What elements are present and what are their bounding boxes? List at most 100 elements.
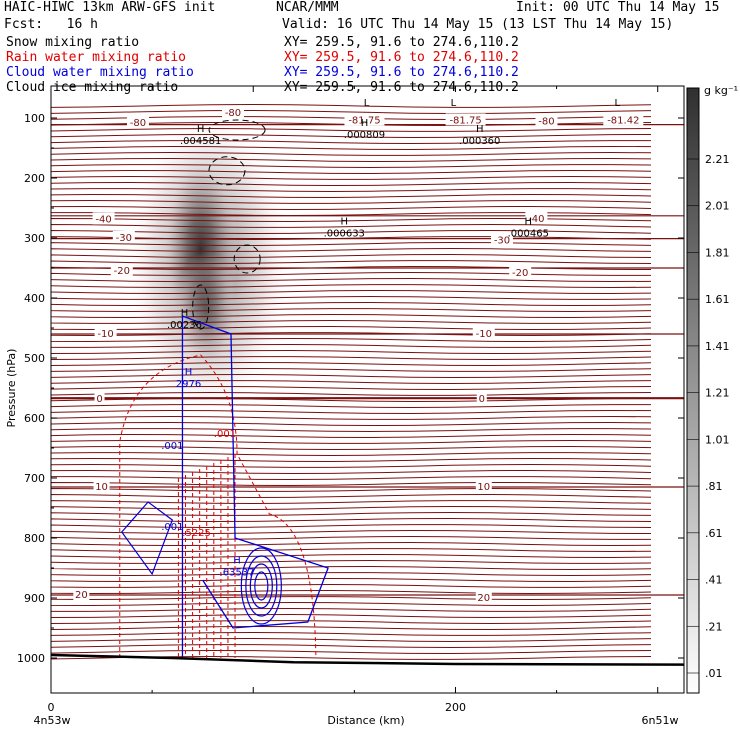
- temperature-contour-line: [51, 421, 652, 427]
- temperature-contour-line: [51, 325, 652, 331]
- cloud-ice-contour: [233, 244, 261, 274]
- field-xy-snow: XY= 259.5, 91.6 to 274.6,110.2: [284, 35, 519, 50]
- extremum-value: .000465: [508, 228, 549, 239]
- contour-label-bg: [490, 233, 513, 246]
- contour-label: -80: [130, 118, 146, 129]
- contour-label-bg: [603, 113, 644, 126]
- temperature-contour-line: [51, 493, 652, 499]
- contour-label-bg: [472, 327, 495, 339]
- colorbar-label: 1.41: [705, 340, 730, 353]
- temperature-contour-line: [51, 140, 651, 145]
- cloud-water-contour: [181, 315, 329, 658]
- title-left: HAIC-HIWC 13km ARW-GFS init: [4, 0, 216, 15]
- temperature-contour-line: [51, 397, 652, 403]
- hydrometeor-contours: [119, 119, 329, 659]
- x-endpoint-right: 6n51w: [642, 714, 679, 727]
- temperature-contour-line: [51, 349, 652, 355]
- temperature-contour-line: [51, 367, 652, 372]
- temperature-contour-line: [51, 457, 652, 463]
- extremum-mark: H: [181, 308, 189, 319]
- cloud-water-core: [245, 555, 278, 617]
- x-endpoint-left: 4n53w: [34, 714, 71, 727]
- colorbar-label: .81: [705, 480, 723, 493]
- contour-label: -81.75: [449, 115, 481, 126]
- valid-time: Valid: 16 UTC Thu 14 May 15 (13 LST Thu …: [282, 17, 674, 32]
- temperature-contour-line: [51, 500, 652, 505]
- extremum-mark: H: [525, 216, 533, 227]
- colorbar-label: .61: [705, 527, 723, 540]
- colorbar-label: 2.01: [705, 200, 730, 213]
- temperature-contour-line: [51, 205, 652, 211]
- temperature-contour-line: [51, 337, 652, 343]
- temperature-contour-line: [51, 469, 652, 475]
- temperature-contour-line: [51, 433, 652, 439]
- contour-label: -20: [114, 266, 130, 277]
- temperature-contour-line: [51, 589, 652, 595]
- contour-label: -81.75: [348, 115, 380, 126]
- cloud-ice-contour: [208, 156, 246, 186]
- temperature-contour-line: [51, 409, 652, 415]
- colorbar-label: 1.21: [705, 387, 730, 400]
- contour-label: -40: [528, 214, 544, 225]
- contour-label-bg: [344, 113, 385, 126]
- temperature-contour-line: [51, 313, 652, 319]
- temperature-contour-line: [51, 553, 652, 559]
- contour-label-bg: [110, 264, 133, 276]
- temperature-contour-line: [51, 428, 652, 433]
- temperature-contour-line: [51, 601, 652, 607]
- temperature-contour-line: [51, 188, 652, 193]
- extremum-mark: L: [451, 98, 457, 109]
- cloud-ice-contour: [208, 119, 266, 141]
- colorbar-label: 1.01: [705, 433, 730, 446]
- contour-label-bg: [112, 231, 135, 243]
- contour-label-bg: [475, 591, 492, 603]
- temperature-contour-line: [51, 487, 652, 492]
- contour-label: 20: [477, 593, 490, 604]
- y-tick-label: 800: [24, 532, 45, 545]
- temperature-contour-line: [51, 649, 652, 655]
- y-tick-label: 300: [24, 232, 45, 245]
- contour-label-bg: [445, 113, 486, 126]
- temperature-contour-line: [51, 289, 652, 295]
- extremum-mark: L: [364, 98, 370, 109]
- x-axis-label: Distance (km): [327, 714, 404, 727]
- contour-label: -80: [225, 108, 241, 119]
- temperature-contour-line: [51, 319, 652, 324]
- field-xy-cloud-water: XY= 259.5, 91.6 to 274.6,110.2: [284, 65, 519, 80]
- temperature-contour-line: [51, 301, 652, 307]
- colorbar-label: 1.81: [705, 246, 730, 259]
- extremum-mark: H: [476, 124, 484, 135]
- temperature-contour-line: [51, 247, 652, 252]
- y-tick-label: 100: [24, 112, 45, 125]
- temperature-contour-line: [51, 565, 652, 571]
- temperature-contour-line: [51, 463, 652, 468]
- temperature-contour-line: [51, 577, 652, 583]
- temperature-contour-line: [51, 583, 652, 588]
- x-axis: 0 200: [48, 86, 659, 714]
- contour-label: -30: [116, 233, 132, 244]
- field-name-snow: Snow mixing ratio: [6, 35, 140, 50]
- contour-label-bg: [476, 391, 487, 404]
- y-tick-label: 1000: [17, 652, 45, 665]
- temperature-contour-line: [51, 541, 652, 547]
- temperature-contour-line: [51, 199, 652, 204]
- temperature-contour-line: [51, 415, 652, 420]
- contour-label: -40: [95, 214, 111, 225]
- temperature-contour-line: [51, 332, 652, 337]
- temperature-contour-line: [51, 193, 652, 199]
- contour-label: -10: [97, 329, 113, 340]
- x-tick-label: 200: [445, 701, 466, 714]
- temperature-contour-line: [51, 157, 652, 163]
- contour-label: 0: [479, 394, 485, 405]
- contour-label-bg: [475, 480, 492, 492]
- temperature-contour-line: [51, 223, 652, 228]
- y-tick-label: 500: [24, 352, 45, 365]
- temperature-contour-line: [51, 133, 652, 139]
- temperature-contour-line: [51, 481, 652, 487]
- y-tick-label: 700: [24, 472, 45, 485]
- temperature-contour-line: [51, 391, 652, 396]
- contour-label: -30: [494, 235, 510, 246]
- contour-label: 20: [75, 590, 88, 601]
- temperature-contour-line: [51, 644, 652, 649]
